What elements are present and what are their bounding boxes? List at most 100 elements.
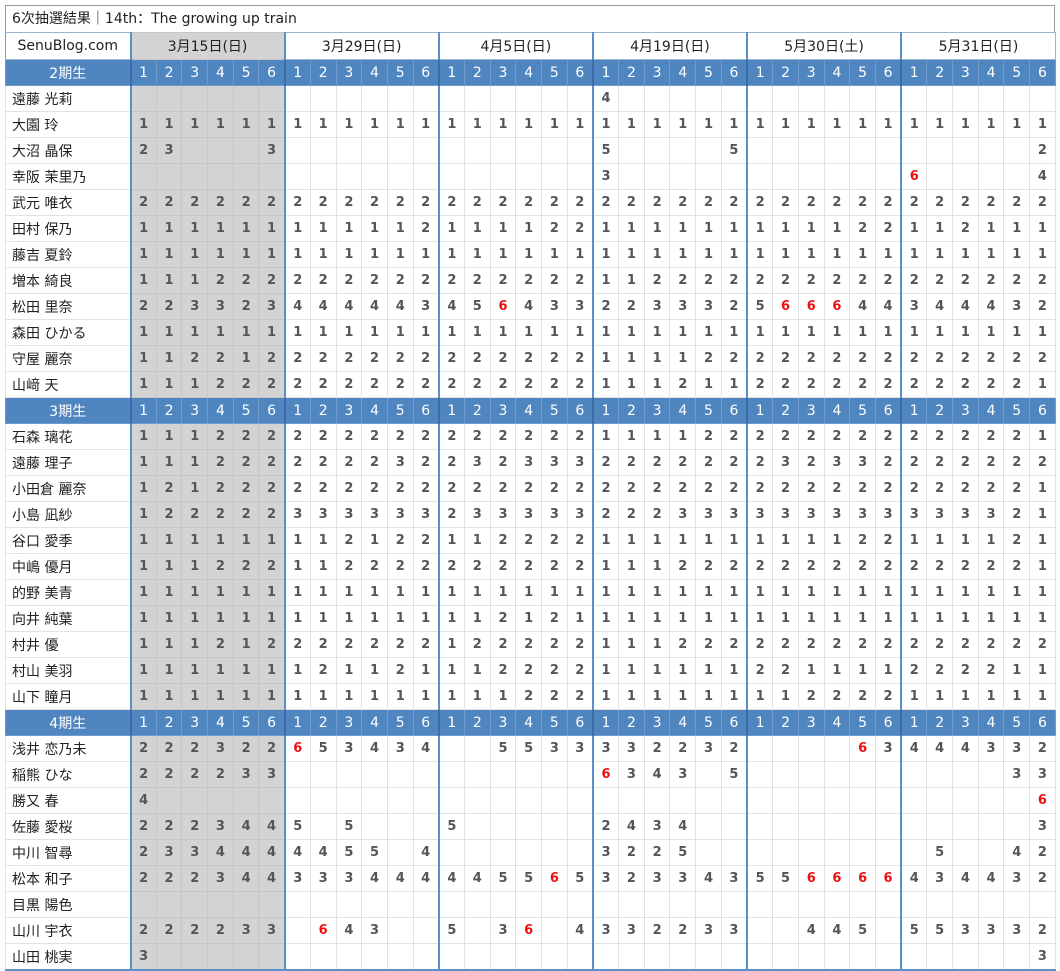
result-cell: 2: [849, 423, 876, 450]
result-cell: 2: [181, 917, 209, 944]
result-cell: 1: [283, 527, 311, 554]
member-row: 小島 凪紗 1 2 2 2 2 2 3 3 3 3 3 3 2 3 3 3 3 3 2 2 2 3 3 3 3 3 3 3 3 3 3 3 3 3 2…: [5, 501, 1056, 528]
result-cell: 2: [926, 631, 953, 658]
result-cell: 4: [386, 865, 414, 892]
result-cell: [618, 891, 645, 918]
result-cell: [566, 761, 594, 788]
result-cell: 2: [591, 293, 620, 320]
result-cell: 1: [720, 371, 748, 398]
result-cell: 1: [1029, 111, 1056, 138]
result-cell: 3: [849, 501, 876, 528]
result-cell: 3: [772, 449, 799, 476]
result-cell: [874, 917, 902, 944]
result-cell: 5: [849, 917, 876, 944]
member-row: 遠藤 光莉 4: [5, 85, 1056, 112]
result-cell: 1: [463, 215, 491, 242]
result-cell: [849, 813, 876, 840]
result-cell: [155, 943, 183, 971]
member-name: 松本 和子: [5, 865, 132, 892]
result-cell: 1: [283, 683, 311, 710]
result-cell: 1: [849, 241, 876, 268]
member-row: 藤吉 夏鈴 1 1 1 1 1 1 1 1 1 1 1 1 1 1 1 1 1 1 1 1 1 1 1 1 1 1 1 1 1 1 1 1 1 1 1…: [5, 241, 1056, 268]
result-cell: [874, 163, 902, 190]
result-cell: 3: [591, 865, 620, 892]
result-cell: 4: [952, 735, 979, 762]
result-cell: 3: [1029, 761, 1056, 788]
result-cell: 2: [129, 293, 157, 320]
result-cell: [874, 787, 902, 814]
result-cell: 2: [797, 345, 825, 372]
result-cell: 2: [258, 501, 286, 528]
result-cell: 1: [232, 241, 260, 268]
slot-number: 4: [823, 59, 851, 86]
result-cell: [952, 787, 979, 814]
result-cell: 1: [618, 111, 645, 138]
result-cell: [900, 813, 928, 840]
result-cell: 3: [591, 917, 620, 944]
result-cell: [952, 813, 979, 840]
result-cell: 2: [952, 449, 979, 476]
member-row: 幸阪 茉里乃 3 6 4: [5, 163, 1056, 190]
slot-number: 5: [541, 397, 568, 424]
result-cell: 2: [283, 423, 311, 450]
slot-number: 6: [874, 709, 902, 736]
result-cell: 1: [797, 605, 825, 632]
result-cell: 2: [874, 475, 902, 502]
result-cell: [977, 813, 1005, 840]
result-cell: 1: [900, 527, 928, 554]
result-cell: 4: [361, 865, 388, 892]
result-cell: [207, 85, 234, 112]
result-cell: [489, 891, 517, 918]
result-cell: 3: [386, 449, 414, 476]
result-cell: 2: [746, 657, 774, 684]
slot-number: 6: [720, 59, 748, 86]
result-cell: 2: [746, 631, 774, 658]
result-cell: 3: [720, 917, 748, 944]
result-cell: 1: [258, 215, 286, 242]
result-cell: 1: [155, 449, 183, 476]
result-cell: 1: [926, 319, 953, 346]
result-cell: 2: [849, 475, 876, 502]
result-cell: 1: [463, 605, 491, 632]
result-cell: 2: [437, 371, 465, 398]
result-cell: 2: [309, 371, 337, 398]
slot-number: 3: [952, 397, 979, 424]
result-cell: 3: [926, 501, 953, 528]
result-cell: 2: [849, 371, 876, 398]
result-cell: 2: [695, 475, 722, 502]
result-cell: 1: [129, 553, 157, 580]
result-cell: [335, 787, 363, 814]
result-cell: [489, 85, 517, 112]
result-cell: 2: [669, 475, 697, 502]
result-cell: 1: [386, 683, 414, 710]
result-cell: [591, 891, 620, 918]
result-cell: 2: [437, 449, 465, 476]
result-cell: [489, 839, 517, 866]
slot-number: 4: [823, 397, 851, 424]
result-cell: [412, 787, 440, 814]
result-cell: 1: [207, 319, 234, 346]
result-cell: 2: [258, 371, 286, 398]
result-cell: 1: [335, 605, 363, 632]
slot-number: 1: [746, 709, 774, 736]
result-cell: 1: [437, 683, 465, 710]
result-cell: 4: [361, 293, 388, 320]
result-cell: 2: [437, 189, 465, 216]
result-cell: [566, 85, 594, 112]
result-cell: 2: [335, 371, 363, 398]
result-cell: [386, 163, 414, 190]
result-cell: [541, 787, 568, 814]
result-cell: 1: [591, 267, 620, 294]
result-cell: 2: [232, 371, 260, 398]
result-cell: [515, 85, 542, 112]
result-cell: 3: [1003, 735, 1031, 762]
result-cell: 1: [720, 527, 748, 554]
result-cell: 2: [797, 683, 825, 710]
member-name: 山川 宇衣: [5, 917, 132, 944]
result-cell: [746, 943, 774, 971]
result-cell: 1: [874, 657, 902, 684]
slot-number: 4: [977, 59, 1005, 86]
result-cell: [1003, 85, 1031, 112]
result-cell: [515, 761, 542, 788]
result-cell: [797, 891, 825, 918]
